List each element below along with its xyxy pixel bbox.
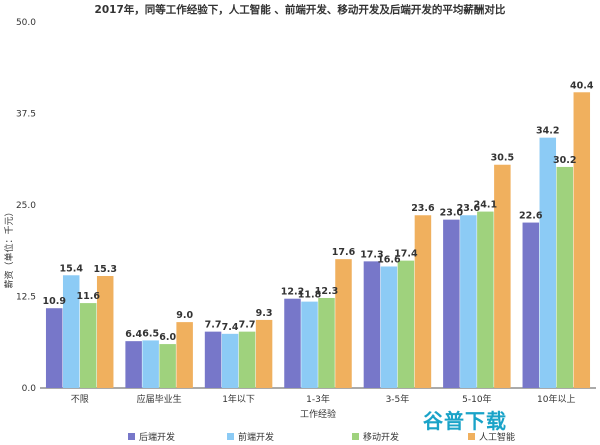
bar <box>79 303 97 388</box>
x-axis-title: 工作经验 <box>300 408 336 420</box>
value-label: 23.0 <box>440 208 464 219</box>
category-label: 5-10年 <box>462 393 491 405</box>
value-label: 16.6 <box>377 254 401 265</box>
value-label: 6.5 <box>142 328 159 339</box>
bar <box>45 308 63 388</box>
value-label: 10.9 <box>42 296 65 307</box>
y-tick-label: 25.0 <box>16 201 36 211</box>
legend-label: 前端开发 <box>238 431 274 443</box>
value-labels: 10.915.411.615.36.4 6.5 6.09.07.7 7.4 7.79.3… <box>42 80 593 343</box>
legend-swatch <box>352 433 359 440</box>
bar <box>159 344 176 388</box>
bar <box>176 322 193 388</box>
y-tick-label: 50.0 <box>16 18 36 28</box>
y-tick-label: 37.5 <box>16 110 36 120</box>
bar <box>255 319 273 388</box>
value-label: 6.0 <box>159 332 176 343</box>
bar <box>494 164 511 388</box>
legend-label: 后端开发 <box>139 431 175 443</box>
bars <box>45 92 591 388</box>
bar <box>397 260 415 388</box>
bar <box>539 137 557 388</box>
bar <box>522 222 540 388</box>
bar <box>204 331 222 388</box>
value-label: 17.6 <box>332 247 356 258</box>
legend-swatch <box>128 433 135 440</box>
value-label: 11.6 <box>76 291 100 302</box>
value-label: 17.3 <box>360 249 383 260</box>
value-label: 9.3 <box>256 308 273 319</box>
y-tick-label: 0.0 <box>22 384 37 394</box>
value-label: 15.4 <box>59 263 83 274</box>
value-label: 23.6 <box>457 203 481 214</box>
category-labels: 不限 应届毕业生 1年以下 1-3年 3-5年 5-10年 10年以上 <box>71 393 576 405</box>
value-label: 17.4 <box>394 249 418 260</box>
value-label: 30.5 <box>491 153 514 164</box>
bar <box>573 92 591 388</box>
y-ticks: 0.0 12.5 25.0 37.5 50.0 <box>16 18 36 394</box>
bar <box>335 259 352 388</box>
category-label: 3-5年 <box>386 393 410 405</box>
bar <box>142 340 159 388</box>
value-label: 22.6 <box>519 211 543 222</box>
value-label: 12.2 <box>281 287 304 298</box>
bar <box>125 341 142 388</box>
value-label: 15.3 <box>93 264 116 275</box>
bar <box>301 301 318 388</box>
watermark-logo: 谷普下载 <box>423 409 507 433</box>
y-tick-label: 12.5 <box>16 293 36 303</box>
bar <box>443 219 460 388</box>
bar <box>221 333 239 388</box>
bar <box>556 166 574 388</box>
value-label: 40.4 <box>570 80 594 91</box>
value-label: 30.2 <box>553 155 576 166</box>
value-label: 12.3 <box>315 286 338 297</box>
category-label: 1-3年 <box>306 393 330 405</box>
chart-title: 2017年，同等工作经验下，人工智能 、前端开发、移动开发及后端开发的平均薪酬对… <box>95 3 506 16</box>
value-label: 11.8 <box>298 290 322 301</box>
bar <box>414 215 432 388</box>
bar <box>284 298 301 388</box>
value-label: 7.4 <box>222 322 239 333</box>
legend-label: 人工智能 <box>479 431 515 443</box>
legend: 后端开发 前端开发 移动开发 人工智能 <box>128 431 515 443</box>
bar <box>318 297 335 388</box>
category-label: 10年以上 <box>537 393 575 405</box>
legend-swatch <box>227 433 234 440</box>
value-label: 7.7 <box>205 320 222 331</box>
bar <box>460 215 477 388</box>
bar <box>477 211 494 388</box>
value-label: 34.2 <box>536 126 559 137</box>
bar <box>62 275 80 388</box>
bar <box>380 266 398 388</box>
bar <box>363 261 381 388</box>
bar <box>238 331 256 388</box>
value-label: 23.6 <box>411 203 435 214</box>
value-label: 9.0 <box>176 310 193 321</box>
bar <box>96 276 114 388</box>
value-label: 24.1 <box>474 200 497 211</box>
category-label: 1年以下 <box>222 393 255 405</box>
legend-label: 移动开发 <box>363 431 399 443</box>
category-label: 不限 <box>71 394 89 405</box>
value-label: 7.7 <box>239 320 256 331</box>
legend-swatch <box>468 433 475 440</box>
value-label: 6.4 <box>125 329 142 340</box>
category-label: 应届毕业生 <box>137 393 182 405</box>
y-axis-title: 薪资（单位：千元） <box>3 207 15 288</box>
